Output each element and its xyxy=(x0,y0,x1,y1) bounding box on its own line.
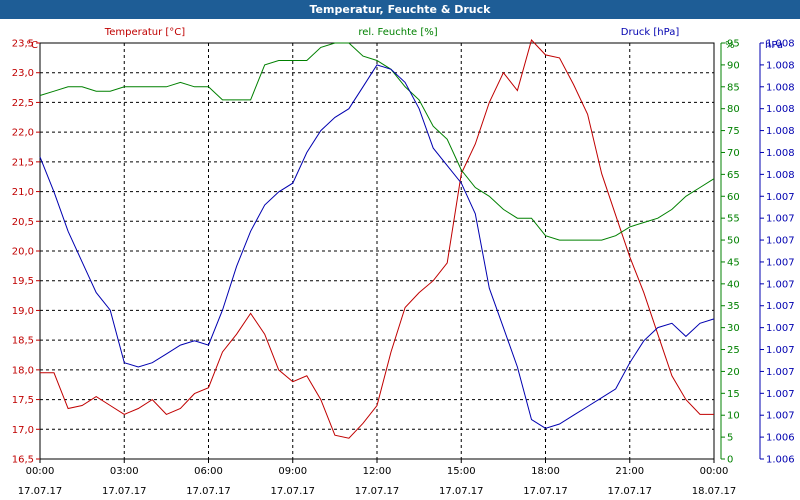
temp-tick-label: 21,5 xyxy=(12,157,34,168)
x-tick-time: 15:00 xyxy=(447,466,476,477)
chart-area: Temperatur [°C] rel. Feuchte [%] Druck [… xyxy=(12,27,795,498)
x-tick-date: 17.07.17 xyxy=(439,486,484,497)
temp-tick-label: 20,0 xyxy=(12,247,34,258)
pressure-tick-label: 1.007 xyxy=(766,257,795,268)
humidity-tick-label: 90 xyxy=(727,60,740,71)
x-tick-time: 00:00 xyxy=(26,466,55,477)
humidity-tick-label: 5 xyxy=(727,433,733,444)
pressure-tick-label: 1.008 xyxy=(766,60,795,71)
temp-tick-label: 20,5 xyxy=(12,217,34,228)
grid-lines xyxy=(39,42,715,460)
x-tick-date: 18.07.17 xyxy=(692,486,737,497)
pressure-tick-label: 1.008 xyxy=(766,104,795,115)
x-tick-date: 17.07.17 xyxy=(102,486,147,497)
pressure-tick-label: 1.007 xyxy=(766,345,795,356)
x-tick-time: 00:00 xyxy=(700,466,729,477)
humidity-tick-label: 50 xyxy=(727,236,740,247)
pressure-tick-label: 1.007 xyxy=(766,367,795,378)
humidity-tick-label: 30 xyxy=(727,323,740,334)
humidity-tick-label: 25 xyxy=(727,345,740,356)
pressure-tick-label: 1.007 xyxy=(766,301,795,312)
pressure-line xyxy=(39,64,715,429)
pressure-tick-label: 1.007 xyxy=(766,389,795,400)
humidity-axis-label: rel. Feuchte [%] xyxy=(358,27,437,38)
x-tick-date: 17.07.17 xyxy=(355,486,400,497)
humidity-tick-label: 35 xyxy=(727,301,740,312)
x-tick-time: 09:00 xyxy=(278,466,307,477)
humidity-tick-label: 85 xyxy=(727,82,740,93)
x-tick-time: 21:00 xyxy=(615,466,644,477)
temp-tick-label: 22,0 xyxy=(12,128,34,139)
x-tick-time: 03:00 xyxy=(110,466,139,477)
temp-tick-label: 18,0 xyxy=(12,365,34,376)
pressure-tick-label: 1.008 xyxy=(766,148,795,159)
temp-tick-label: 22,5 xyxy=(12,98,34,109)
humidity-tick-label: 70 xyxy=(727,148,740,159)
temp-tick-label: 23,0 xyxy=(12,68,34,79)
humidity-line xyxy=(39,42,715,241)
pressure-tick-label: 1.007 xyxy=(766,214,795,225)
x-tick-date: 17.07.17 xyxy=(18,486,63,497)
humidity-tick-label: 15 xyxy=(727,389,740,400)
temp-tick-label: 16,5 xyxy=(12,455,34,466)
humidity-tick-label: 55 xyxy=(727,214,740,225)
pressure-tick-label: 1.007 xyxy=(766,279,795,290)
humidity-tick-label: 40 xyxy=(727,279,740,290)
temperature-unit: °C xyxy=(26,40,38,51)
window-title: Temperatur, Feuchte & Druck xyxy=(0,0,800,19)
pressure-tick-label: 1.006 xyxy=(766,433,795,444)
axis-tick-labels: 00:00 17.07.17 03:00 17.07.17 06:00 17.07.17 0… xyxy=(12,39,795,498)
x-tick-date: 17.07.17 xyxy=(270,486,315,497)
temp-tick-label: 18,5 xyxy=(12,336,34,347)
humidity-tick-label: 60 xyxy=(727,192,740,203)
temp-tick-label: 21,0 xyxy=(12,187,34,198)
pressure-tick-label: 1.008 xyxy=(766,39,795,50)
temperature-axis-label: Temperatur [°C] xyxy=(104,27,185,38)
series-lines xyxy=(39,39,715,439)
pressure-tick-label: 1.007 xyxy=(766,236,795,247)
x-tick-time: 18:00 xyxy=(531,466,560,477)
x-tick-time: 12:00 xyxy=(363,466,392,477)
pressure-tick-label: 1.007 xyxy=(766,323,795,334)
humidity-unit: % xyxy=(725,40,735,51)
humidity-tick-label: 65 xyxy=(727,170,740,181)
temperature-line xyxy=(40,39,714,439)
temp-tick-label: 23,5 xyxy=(12,39,34,50)
humidity-tick-label: 20 xyxy=(727,367,740,378)
pressure-tick-label: 1.008 xyxy=(766,126,795,137)
x-tick-date: 17.07.17 xyxy=(607,486,652,497)
humidity-tick-label: 75 xyxy=(727,126,740,137)
x-tick-date: 17.07.17 xyxy=(186,486,231,497)
temp-tick-label: 19,5 xyxy=(12,276,34,287)
humidity-tick-label: 10 xyxy=(727,411,740,422)
x-tick-date: 17.07.17 xyxy=(523,486,568,497)
humidity-tick-label: 80 xyxy=(727,104,740,115)
temp-tick-label: 17,5 xyxy=(12,395,34,406)
humidity-tick-label: 95 xyxy=(727,39,740,50)
pressure-tick-label: 1.007 xyxy=(766,411,795,422)
pressure-tick-label: 1.007 xyxy=(766,192,795,203)
pressure-tick-label: 1.006 xyxy=(766,455,795,466)
humidity-tick-label: 0 xyxy=(727,455,733,466)
pressure-axis-label: Druck [hPa] xyxy=(621,27,680,38)
pressure-unit: hPa xyxy=(765,40,783,51)
pressure-tick-label: 1.008 xyxy=(766,170,795,181)
humidity-tick-label: 45 xyxy=(727,257,740,268)
temp-tick-label: 17,0 xyxy=(12,425,34,436)
x-tick-time: 06:00 xyxy=(194,466,223,477)
temp-tick-label: 19,0 xyxy=(12,306,34,317)
pressure-tick-label: 1.008 xyxy=(766,82,795,93)
